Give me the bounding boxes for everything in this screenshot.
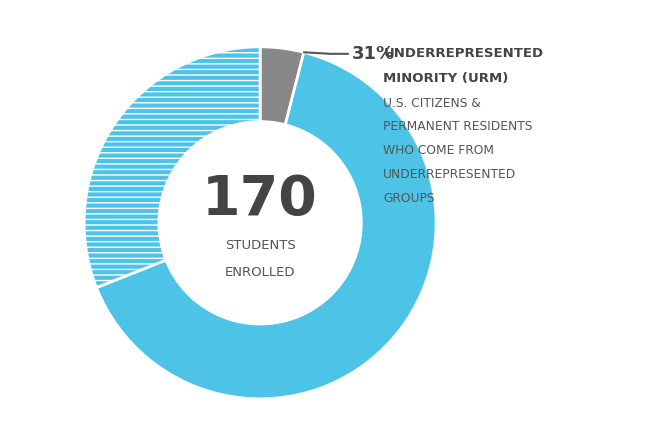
Text: PERMANENT RESIDENTS: PERMANENT RESIDENTS — [383, 120, 533, 134]
Text: STUDENTS: STUDENTS — [225, 239, 295, 252]
Text: ENROLLED: ENROLLED — [225, 266, 295, 279]
Text: U.S. CITIZENS &: U.S. CITIZENS & — [383, 97, 481, 110]
Wedge shape — [97, 52, 436, 399]
Text: 170: 170 — [202, 173, 318, 227]
Text: GROUPS: GROUPS — [383, 192, 435, 205]
Circle shape — [159, 122, 362, 324]
Text: 31%: 31% — [352, 45, 395, 63]
Text: MINORITY (URM): MINORITY (URM) — [383, 72, 509, 85]
Text: UNDERREPRESENTED: UNDERREPRESENTED — [383, 168, 516, 181]
Wedge shape — [260, 47, 304, 125]
Wedge shape — [84, 47, 260, 288]
Text: UNDERREPRESENTED: UNDERREPRESENTED — [383, 48, 543, 60]
Text: WHO COME FROM: WHO COME FROM — [383, 144, 494, 157]
